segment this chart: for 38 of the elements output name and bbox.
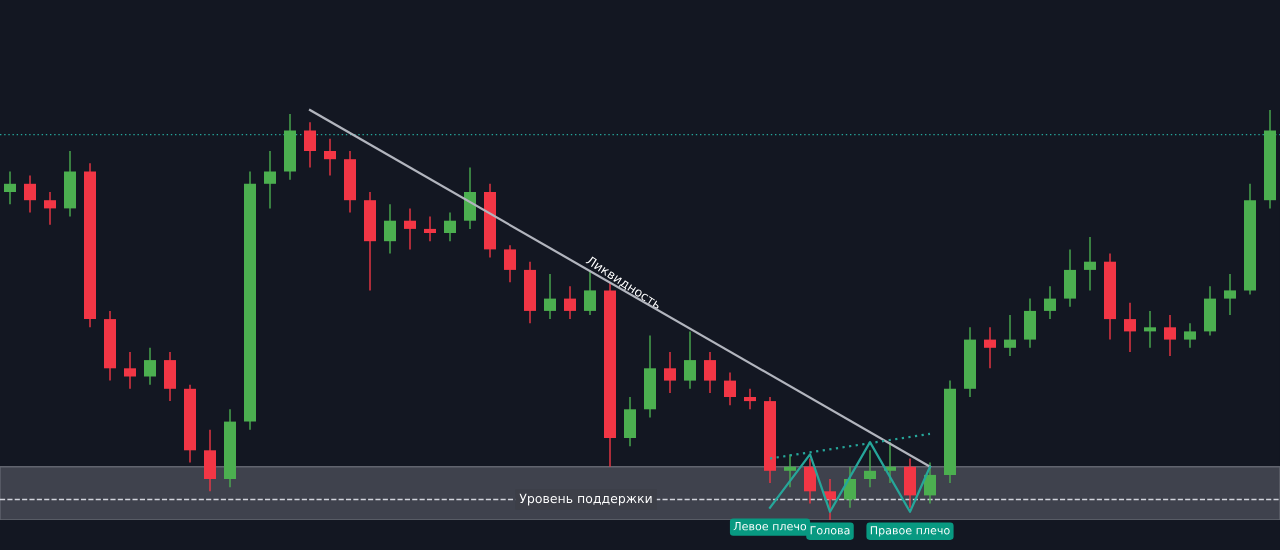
candlestick: [504, 244, 516, 283]
candlestick: [684, 330, 696, 390]
candlestick: [264, 150, 276, 210]
candlestick: [124, 351, 136, 390]
candlestick: [404, 207, 416, 251]
ref-line-label: Уровень поддержки: [519, 493, 652, 506]
text: Голова: [810, 526, 850, 535]
candlestick: [984, 326, 996, 369]
candlestick: [1124, 302, 1136, 353]
candlestick: [844, 466, 856, 509]
candlestick: [924, 461, 936, 505]
candlestick: [724, 371, 736, 406]
candlestick: [384, 203, 396, 255]
candlestick: [304, 121, 316, 169]
candlestick: [704, 351, 716, 394]
candlestick: [1004, 314, 1016, 357]
candlestick: [444, 211, 456, 242]
candlestick: [664, 351, 676, 394]
candlestick: [24, 174, 36, 214]
candlestick: [1044, 285, 1056, 320]
candlestick: [864, 449, 876, 488]
candlestick: [1184, 322, 1196, 349]
candlestick: [744, 388, 756, 410]
candlestick: [324, 138, 336, 177]
candlestick: [1084, 236, 1096, 292]
candlestick: [4, 170, 16, 205]
candlestick: [824, 478, 836, 521]
candlestick: [564, 285, 576, 320]
candlestick: [1164, 314, 1176, 357]
text: Левое плечо: [733, 522, 807, 531]
candlestick: [424, 215, 436, 242]
candlestick: [1224, 273, 1236, 316]
text: Правое плечо: [870, 526, 950, 537]
candlestick: [784, 453, 796, 488]
candlestick: [144, 347, 156, 386]
candlestick: [544, 273, 556, 320]
candlestick: [44, 191, 56, 226]
candlestick: [1144, 310, 1156, 349]
